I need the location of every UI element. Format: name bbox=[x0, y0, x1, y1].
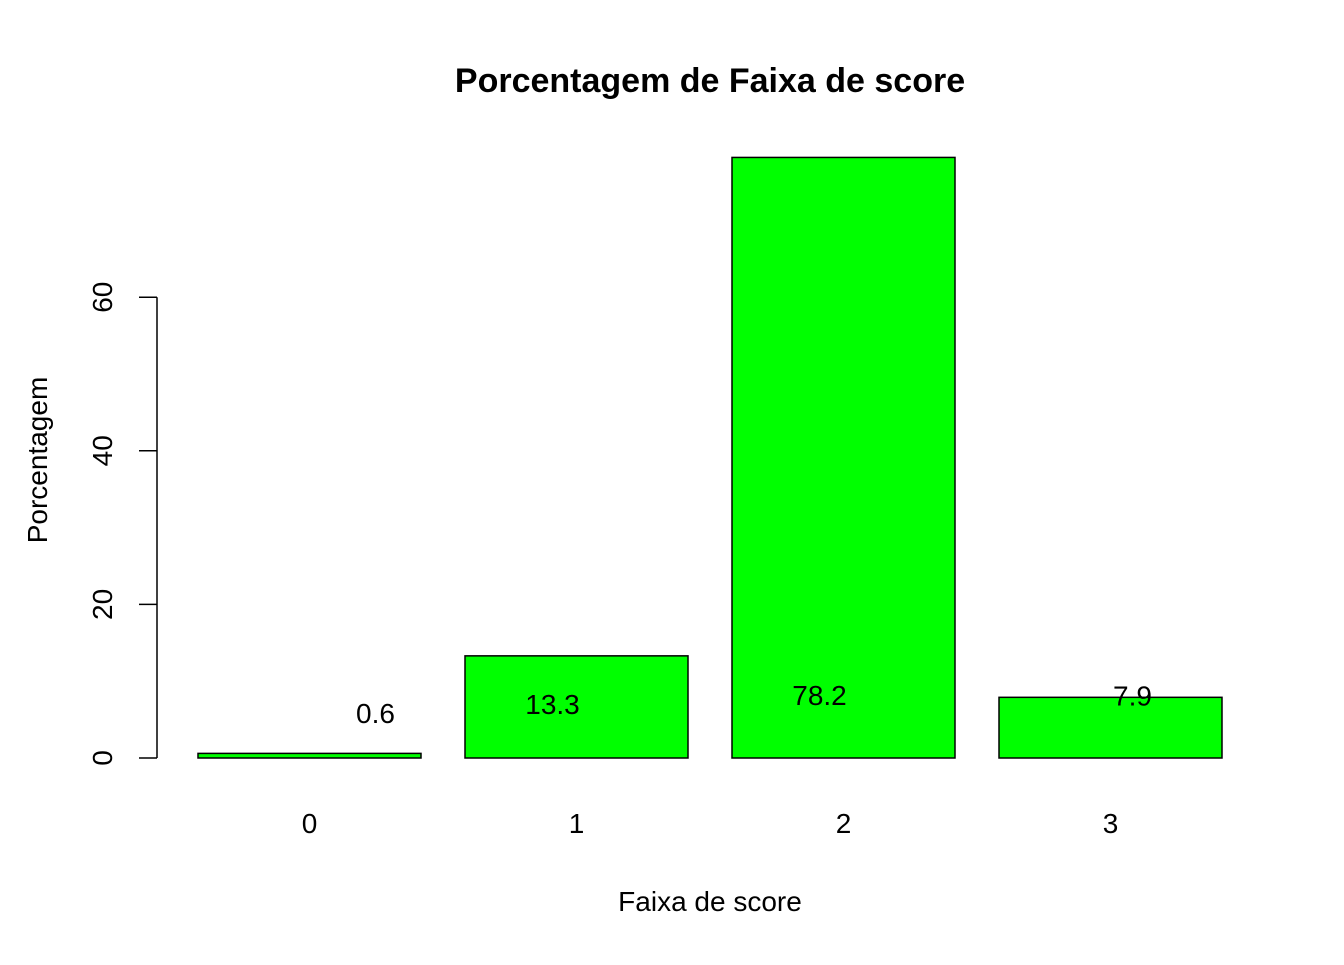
bar-0 bbox=[197, 752, 422, 759]
y-tick-label: 60 bbox=[87, 282, 118, 313]
x-axis-label: Faixa de score bbox=[618, 886, 802, 917]
data-label: 13.3 bbox=[525, 689, 580, 720]
bar-1 bbox=[464, 655, 689, 759]
y-tick-label: 40 bbox=[87, 435, 118, 466]
bar-2 bbox=[731, 156, 956, 759]
x-tick-label: 2 bbox=[836, 808, 852, 839]
x-tick-label: 1 bbox=[569, 808, 585, 839]
x-tick-label: 0 bbox=[302, 808, 318, 839]
data-labels-group: 0.6 13.3 78.2 7.9 bbox=[356, 680, 1152, 729]
x-tick-labels: 0 1 2 3 bbox=[302, 808, 1119, 839]
x-tick-label: 3 bbox=[1103, 808, 1119, 839]
y-axis: 0 20 40 60 bbox=[87, 282, 158, 766]
chart-title: Porcentagem de Faixa de score bbox=[455, 62, 965, 100]
bars-group bbox=[197, 156, 1223, 759]
data-label: 0.6 bbox=[356, 698, 395, 729]
bar-3 bbox=[998, 696, 1223, 759]
y-axis-label: Porcentagem bbox=[22, 377, 53, 544]
y-tick-label: 20 bbox=[87, 589, 118, 620]
y-tick-label: 0 bbox=[87, 750, 118, 766]
data-label: 78.2 bbox=[792, 680, 847, 711]
data-label: 7.9 bbox=[1113, 680, 1152, 711]
